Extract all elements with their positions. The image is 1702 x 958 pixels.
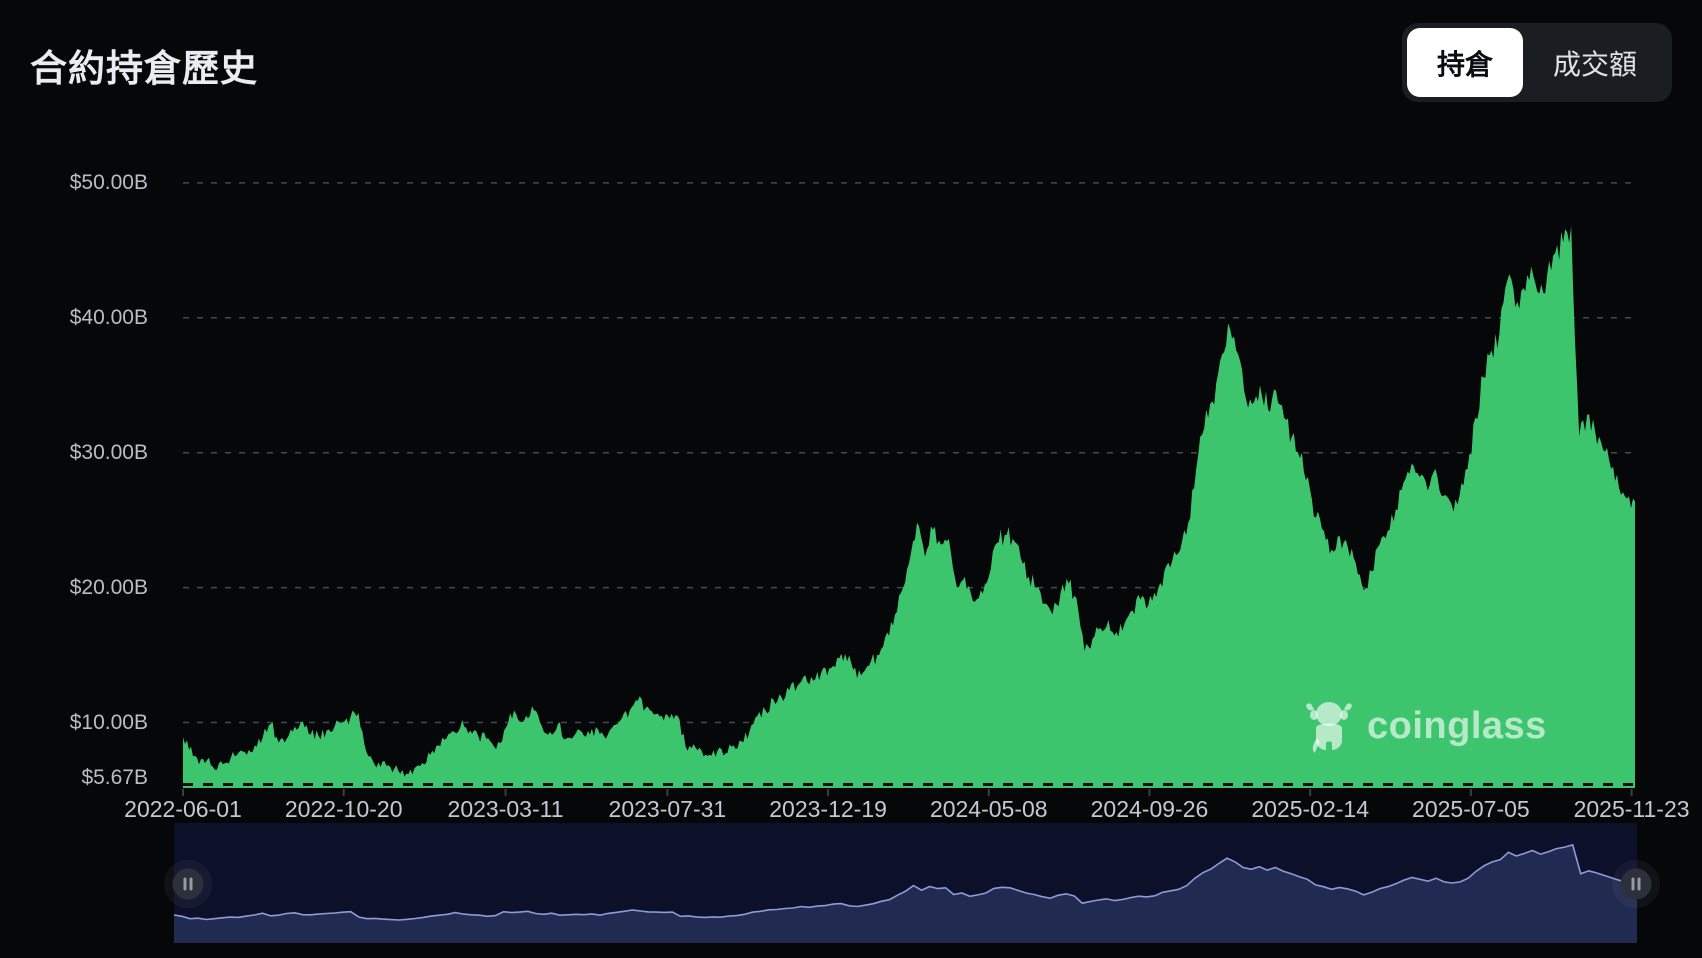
page-title: 合約持倉歷史: [30, 48, 258, 89]
navigator-right-handle[interactable]: [1612, 860, 1660, 908]
y-tick-label: $10.00B: [69, 710, 148, 734]
y-tick-label: $40.00B: [69, 305, 148, 329]
handle-knob[interactable]: [1620, 868, 1652, 900]
range-navigator[interactable]: [164, 823, 1660, 943]
x-axis-ticks: [182, 789, 1633, 796]
y-tick-label: $20.00B: [69, 575, 148, 599]
pause-bars-icon: [1631, 877, 1635, 891]
pause-bars-icon: [1637, 877, 1641, 891]
x-tick-label: 2022-06-01: [124, 796, 242, 822]
x-tick-label: 2023-03-11: [447, 796, 564, 822]
x-tick-label: 2024-09-26: [1090, 796, 1209, 822]
handle-knob[interactable]: [172, 868, 204, 900]
x-tick-label: 2025-11-23: [1573, 796, 1690, 822]
chart-mode-toggle: 持倉 成交額: [1401, 23, 1672, 102]
y-tick-label: $50.00B: [69, 170, 148, 194]
x-tick-label: 2022-10-20: [284, 796, 403, 822]
x-tick-label: 2024-05-08: [929, 796, 1048, 822]
toggle-option-volume[interactable]: 成交額: [1552, 48, 1637, 80]
x-tick-label: 2025-02-14: [1251, 796, 1369, 822]
x-tick-label: 2023-07-31: [608, 796, 727, 822]
x-tick-label: 2023-12-19: [769, 796, 887, 822]
y-baseline-label: $5.67B: [81, 765, 148, 789]
x-tick-label: 2025-07-05: [1412, 796, 1530, 822]
y-tick-label: $30.00B: [69, 440, 148, 464]
toggle-option-open-interest[interactable]: 持倉: [1406, 28, 1523, 97]
navigator-line: [173, 843, 1638, 921]
plot-hover-area[interactable]: [183, 150, 1635, 790]
pause-bars-icon: [189, 877, 193, 891]
pause-bars-icon: [183, 877, 187, 891]
oi-area-series: [183, 226, 1635, 789]
navigator-left-handle[interactable]: [164, 860, 212, 908]
